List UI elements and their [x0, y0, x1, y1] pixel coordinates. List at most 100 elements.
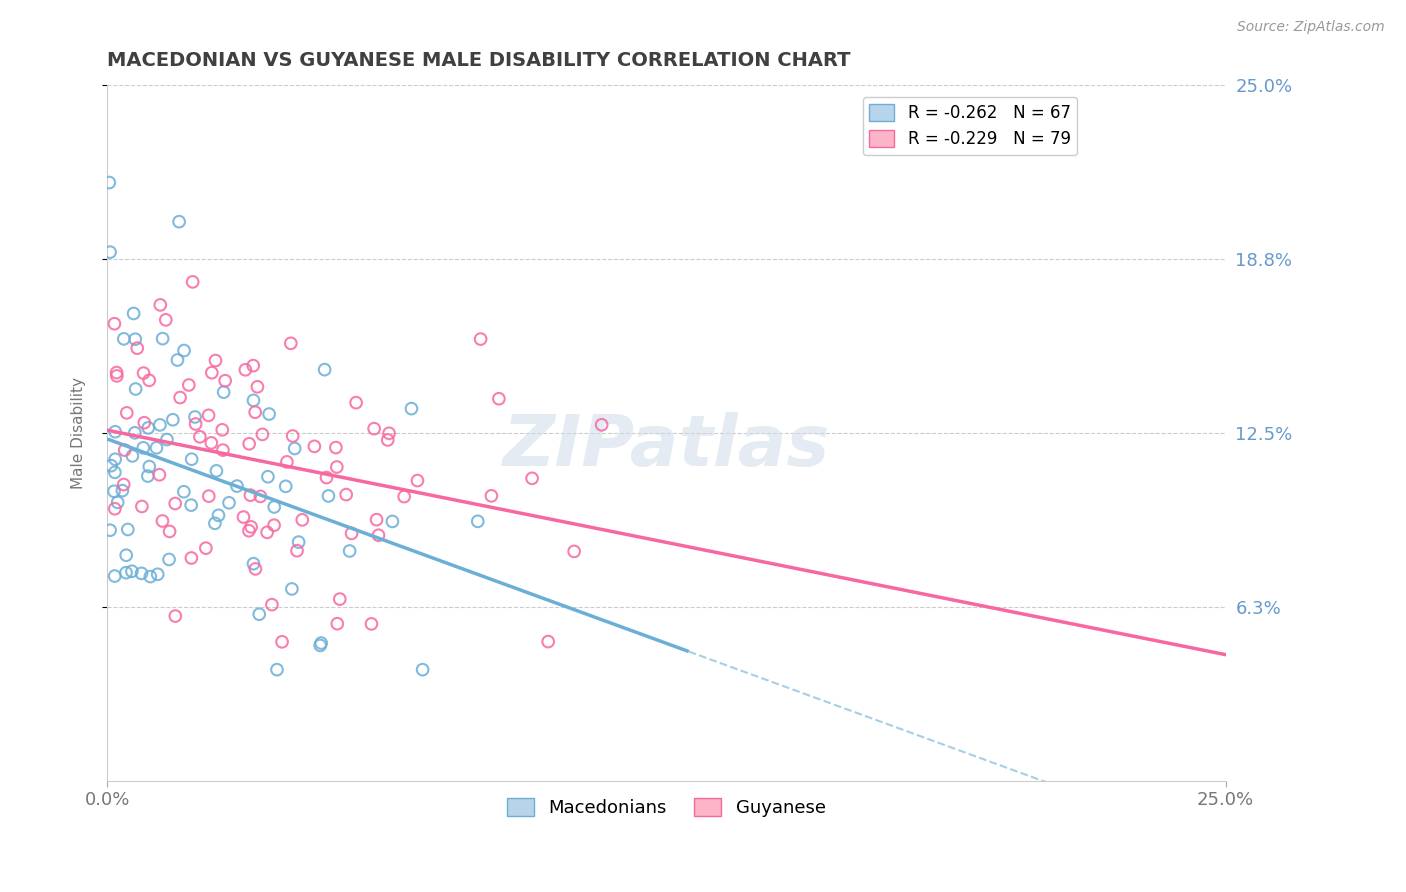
Point [242, 393, 264, 408]
Point [367, 528, 389, 542]
Point [180, 498, 202, 512]
Point [340, 526, 363, 541]
Point [214, 374, 236, 388]
Legend: Macedonians, Guyanese: Macedonians, Guyanese [501, 790, 832, 824]
Text: MACEDONIAN VS GUYANESE MALE DISABILITY CORRELATION CHART: MACEDONIAN VS GUYANESE MALE DISABILITY C… [107, 51, 851, 70]
Point [136, 421, 159, 435]
Point [276, 455, 298, 469]
Point [281, 429, 304, 443]
Point [200, 436, 222, 450]
Point [173, 484, 195, 499]
Point [360, 616, 382, 631]
Point [98, 245, 121, 260]
Point [138, 459, 160, 474]
Point [212, 385, 235, 400]
Point [112, 477, 135, 491]
Point [132, 366, 155, 380]
Point [285, 543, 308, 558]
Point [180, 452, 202, 467]
Point [309, 639, 332, 653]
Point [242, 359, 264, 373]
Point [131, 500, 153, 514]
Point [537, 634, 560, 648]
Point [197, 489, 219, 503]
Point [329, 592, 352, 607]
Point [188, 430, 211, 444]
Point [152, 332, 174, 346]
Point [366, 513, 388, 527]
Point [412, 663, 434, 677]
Point [124, 332, 146, 346]
Point [173, 343, 195, 358]
Point [156, 433, 179, 447]
Point [326, 460, 349, 475]
Point [166, 353, 188, 368]
Point [100, 458, 122, 473]
Point [105, 366, 128, 380]
Point [211, 423, 233, 437]
Point [257, 469, 280, 483]
Point [127, 341, 149, 355]
Point [112, 332, 135, 346]
Point [162, 413, 184, 427]
Point [104, 425, 127, 439]
Point [114, 443, 136, 458]
Point [520, 471, 543, 485]
Point [392, 490, 415, 504]
Point [104, 569, 127, 583]
Point [115, 566, 138, 580]
Point [104, 452, 127, 467]
Point [247, 607, 270, 622]
Point [122, 306, 145, 320]
Point [105, 368, 128, 383]
Point [115, 548, 138, 562]
Point [325, 441, 347, 455]
Point [339, 544, 361, 558]
Point [406, 474, 429, 488]
Point [165, 496, 187, 510]
Point [136, 469, 159, 483]
Point [291, 513, 314, 527]
Point [263, 500, 285, 514]
Point [212, 443, 235, 458]
Point [238, 437, 260, 451]
Point [488, 392, 510, 406]
Point [201, 366, 224, 380]
Point [103, 317, 125, 331]
Point [124, 425, 146, 440]
Point [280, 336, 302, 351]
Point [184, 409, 207, 424]
Point [287, 535, 309, 549]
Point [145, 441, 167, 455]
Point [148, 467, 170, 482]
Point [235, 363, 257, 377]
Y-axis label: Male Disability: Male Disability [72, 377, 86, 489]
Point [115, 406, 138, 420]
Point [111, 483, 134, 498]
Point [249, 489, 271, 503]
Point [177, 378, 200, 392]
Point [146, 567, 169, 582]
Point [257, 407, 280, 421]
Point [124, 382, 146, 396]
Point [381, 515, 404, 529]
Point [281, 582, 304, 596]
Point [314, 362, 336, 376]
Point [149, 417, 172, 432]
Point [205, 464, 228, 478]
Point [263, 518, 285, 533]
Point [207, 508, 229, 523]
Point [152, 514, 174, 528]
Point [260, 598, 283, 612]
Point [271, 635, 294, 649]
Point [242, 557, 264, 571]
Point [131, 566, 153, 581]
Point [138, 373, 160, 387]
Point [284, 442, 307, 456]
Point [377, 433, 399, 447]
Point [401, 401, 423, 416]
Point [266, 663, 288, 677]
Point [132, 441, 155, 455]
Point [98, 523, 121, 537]
Point [197, 409, 219, 423]
